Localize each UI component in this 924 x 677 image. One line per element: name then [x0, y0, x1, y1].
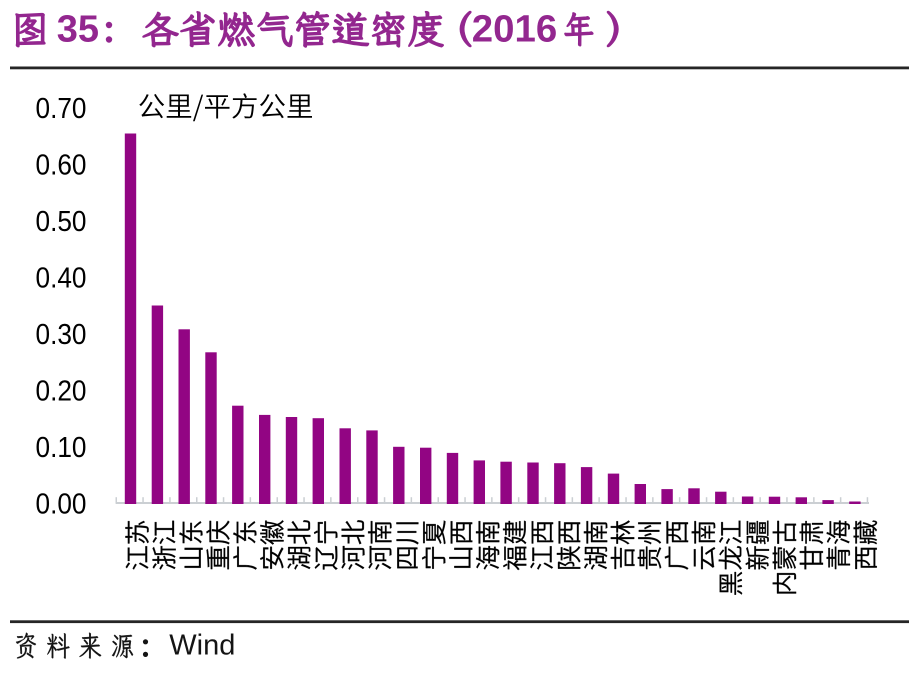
svg-text:Wind: Wind: [169, 630, 235, 662]
svg-text:35: 35: [57, 8, 99, 50]
svg-text:0.10: 0.10: [36, 432, 87, 464]
svg-text:0.60: 0.60: [36, 149, 87, 181]
svg-text:0.40: 0.40: [36, 262, 87, 294]
svg-text:0.70: 0.70: [36, 93, 87, 125]
svg-text:2016: 2016: [472, 8, 557, 50]
svg-text:0.50: 0.50: [36, 206, 87, 238]
svg-text:0.00: 0.00: [36, 488, 87, 520]
svg-text:0.20: 0.20: [36, 375, 87, 407]
svg-text:0.30: 0.30: [36, 319, 87, 351]
